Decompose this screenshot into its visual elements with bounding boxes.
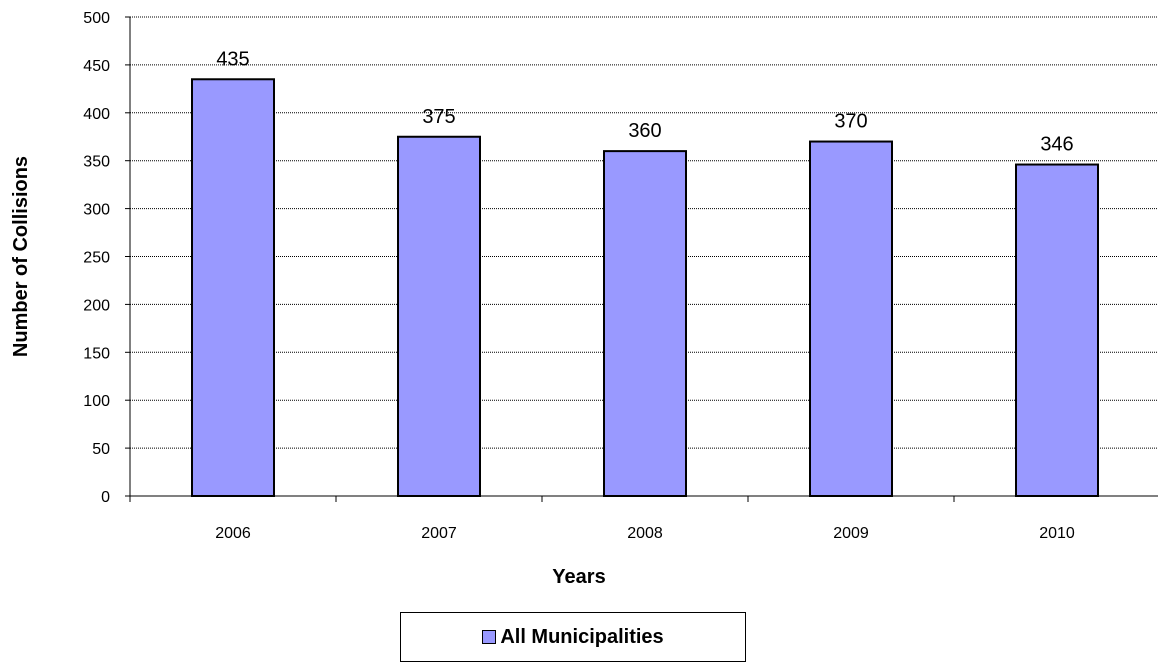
data-label: 435	[216, 48, 249, 70]
y-axis-ticks: 0 50 100 150 200 250 300 350 400 450 500	[83, 10, 130, 506]
y-tick-label: 0	[101, 489, 110, 506]
y-tick-label: 100	[83, 393, 110, 410]
data-label: 375	[422, 106, 455, 128]
data-label: 370	[834, 111, 867, 133]
y-tick-label: 250	[83, 250, 110, 267]
y-tick-label: 150	[83, 345, 110, 362]
bars	[191, 78, 1099, 498]
y-tick-label: 200	[83, 297, 110, 314]
y-tick-label: 300	[83, 202, 110, 219]
data-label: 360	[628, 120, 661, 142]
y-tick-label: 400	[83, 106, 110, 123]
bar-2010	[1015, 163, 1099, 497]
bar-2008	[603, 150, 687, 497]
y-tick-label: 500	[83, 10, 110, 27]
data-labels: 435 375 360 370 346	[216, 48, 1073, 155]
y-axis-title: Number of Collisions	[10, 156, 32, 357]
y-tick-label: 450	[83, 58, 110, 75]
x-tick-label: 2006	[215, 525, 251, 542]
bar-2007	[397, 135, 481, 497]
x-tick-label: 2007	[421, 525, 457, 542]
x-tick-label: 2008	[627, 525, 663, 542]
data-label: 346	[1040, 134, 1073, 156]
bar-2009	[809, 140, 893, 497]
x-axis-ticks: 2006 2007 2008 2009 2010	[129, 496, 1075, 542]
y-tick-label: 350	[83, 154, 110, 171]
x-axis-title: Years	[552, 566, 605, 588]
legend: All Municipalities	[400, 612, 746, 662]
legend-swatch	[482, 630, 497, 644]
y-tick-label: 50	[92, 441, 110, 458]
x-tick-label: 2010	[1039, 525, 1075, 542]
x-tick-label: 2009	[833, 525, 869, 542]
bar-2006	[191, 78, 275, 498]
legend-label: All Municipalities	[500, 626, 664, 648]
